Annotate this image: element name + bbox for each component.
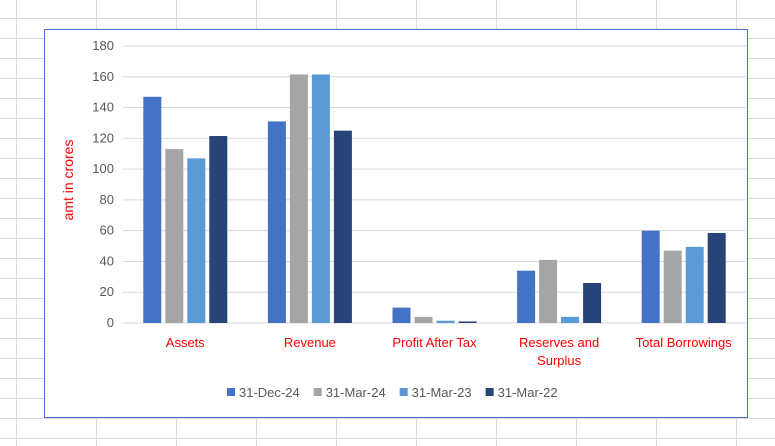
bar-31-Mar-22 <box>209 136 228 323</box>
y-tick-label: 140 <box>92 100 114 115</box>
bar-31-Dec-24 <box>267 121 286 324</box>
bar-31-Mar-24 <box>663 250 682 323</box>
bar-31-Dec-24 <box>641 230 660 323</box>
chart-area[interactable]: amt in crores 0 20 40 60 80 100 120 140 160 180 As… <box>44 29 748 418</box>
bar-31-Mar-23 <box>436 320 455 323</box>
bar-31-Dec-24 <box>392 307 411 323</box>
legend-swatch <box>399 388 408 396</box>
bar-31-Mar-24 <box>539 259 558 323</box>
y-tick-label: 120 <box>92 130 114 145</box>
y-tick-label: 40 <box>100 253 114 268</box>
bar-31-Mar-23 <box>187 158 206 323</box>
y-tick-label: 160 <box>92 69 114 84</box>
y-tick-label: 100 <box>92 161 114 176</box>
legend-swatch <box>313 388 322 396</box>
y-tick-label: 20 <box>100 284 114 299</box>
bar-31-Mar-23 <box>685 246 704 323</box>
y-tick-label: 180 <box>92 38 114 53</box>
bar-31-Mar-23 <box>561 316 580 323</box>
x-category-label: Profit After Tax <box>392 335 477 350</box>
bar-31-Mar-24 <box>414 316 433 323</box>
y-tick-label: 80 <box>100 192 114 207</box>
legend-label: 31-Mar-23 <box>412 385 472 400</box>
bar-31-Mar-23 <box>311 74 330 323</box>
legend-label: 31-Mar-24 <box>326 385 386 400</box>
bar-31-Mar-22 <box>333 130 352 323</box>
bar-chart: amt in crores 0 20 40 60 80 100 120 140 160 180 As… <box>60 38 746 400</box>
y-tick-label: 60 <box>100 223 114 238</box>
legend-swatch <box>227 388 235 396</box>
x-category-label: Revenue <box>284 335 336 350</box>
bar-31-Dec-24 <box>517 270 536 323</box>
bar-31-Mar-24 <box>289 74 308 323</box>
x-category-label: Surplus <box>537 353 582 368</box>
bar-31-Dec-24 <box>143 96 162 324</box>
legend-label: 31-Mar-22 <box>498 385 558 400</box>
bar-31-Mar-22 <box>583 282 602 323</box>
bar-31-Mar-22 <box>458 321 477 323</box>
y-tick-label: 0 <box>107 315 114 330</box>
bar-31-Mar-22 <box>707 232 726 323</box>
x-category-label: Total Borrowings <box>636 335 733 350</box>
x-category-label: Assets <box>166 335 206 350</box>
bar-31-Mar-24 <box>165 149 184 323</box>
y-axis-label: amt in crores <box>60 140 76 221</box>
x-category-label: Reserves and <box>519 335 599 350</box>
legend-label: 31-Dec-24 <box>239 385 300 400</box>
legend-swatch <box>485 388 494 396</box>
